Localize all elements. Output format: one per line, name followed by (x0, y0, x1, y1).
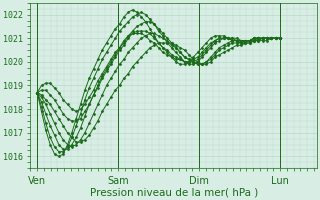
X-axis label: Pression niveau de la mer( hPa ): Pression niveau de la mer( hPa ) (90, 187, 258, 197)
